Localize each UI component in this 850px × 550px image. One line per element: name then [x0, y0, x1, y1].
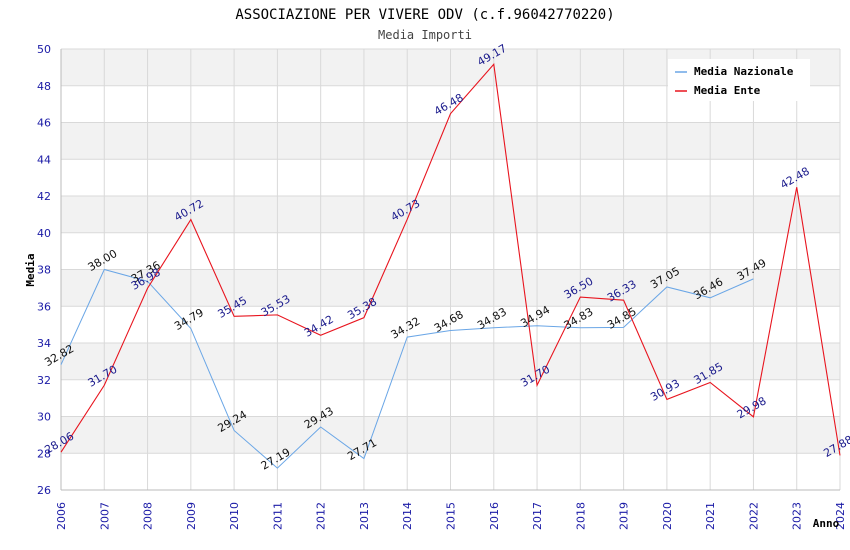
- y-tick-label: 50: [37, 43, 51, 56]
- x-tick-label: 2017: [531, 502, 544, 530]
- y-axis-label: Media: [24, 253, 37, 286]
- y-tick-label: 36: [37, 300, 51, 313]
- y-tick-label: 40: [37, 227, 51, 240]
- x-tick-label: 2015: [445, 502, 458, 530]
- x-axis-label: Anno: [813, 517, 840, 530]
- legend: Media Nazionale Media Ente: [668, 59, 810, 101]
- y-tick-label: 48: [37, 80, 51, 93]
- x-tick-label: 2011: [271, 502, 284, 530]
- x-tick-label: 2008: [142, 502, 155, 530]
- x-tick-label: 2010: [228, 502, 241, 530]
- y-tick-label: 42: [37, 190, 51, 203]
- legend-label-media-ente: Media Ente: [694, 84, 761, 97]
- x-axis-ticks: 2006 2007 2008 2009 2010 2011 2012 2013 2014 2015…: [55, 502, 847, 530]
- x-tick-label: 2018: [574, 502, 587, 530]
- chart-subtitle: Media Importi: [378, 28, 472, 42]
- x-tick-label: 2012: [315, 502, 328, 530]
- x-tick-label: 2020: [661, 502, 674, 530]
- x-tick-label: 2006: [55, 502, 68, 530]
- y-tick-label: 38: [37, 264, 51, 277]
- x-tick-label: 2014: [401, 502, 414, 530]
- y-tick-label: 34: [37, 337, 51, 350]
- y-tick-label: 32: [37, 374, 51, 387]
- y-tick-label: 26: [37, 484, 51, 497]
- x-tick-label: 2023: [791, 502, 804, 530]
- x-tick-label: 2019: [618, 502, 631, 530]
- x-tick-label: 2007: [98, 502, 111, 530]
- x-tick-label: 2013: [358, 502, 371, 530]
- x-tick-label: 2022: [747, 502, 760, 530]
- y-tick-label: 30: [37, 411, 51, 424]
- x-tick-label: 2021: [704, 502, 717, 530]
- legend-label-media-nazionale: Media Nazionale: [694, 65, 794, 78]
- x-tick-label: 2009: [185, 502, 198, 530]
- y-tick-label: 46: [37, 117, 51, 130]
- chart-title: ASSOCIAZIONE PER VIVERE ODV (c.f.9604277…: [235, 7, 614, 23]
- x-tick-label: 2016: [488, 502, 501, 530]
- chart: ASSOCIAZIONE PER VIVERE ODV (c.f.9604277…: [0, 0, 850, 550]
- y-tick-label: 44: [37, 153, 51, 166]
